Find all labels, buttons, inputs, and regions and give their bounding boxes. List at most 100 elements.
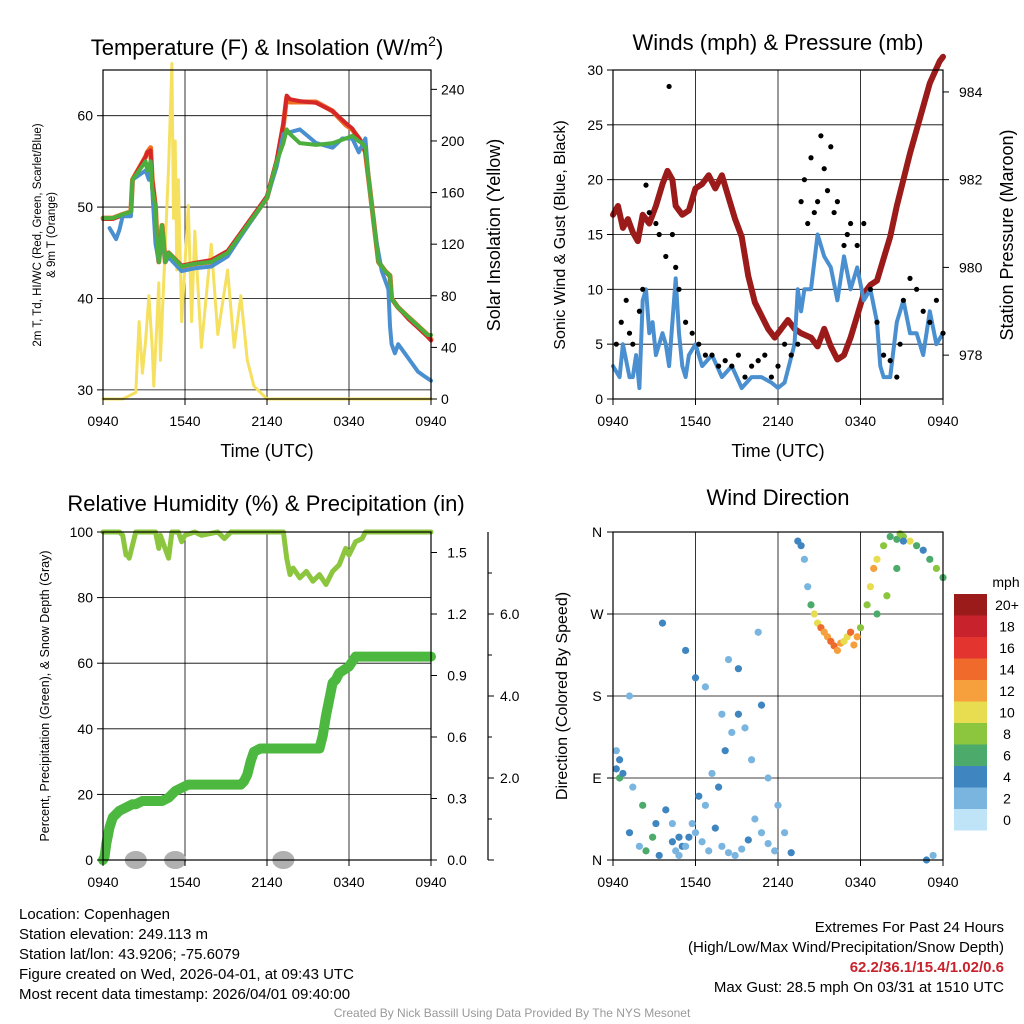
direction-point	[625, 692, 634, 700]
y2-tick-label: 1.2	[447, 606, 467, 622]
solar-insolation-line	[101, 62, 433, 401]
y-tick-label: E	[592, 770, 601, 786]
y-tick-label: N	[592, 852, 602, 868]
y-tick-label: 60	[77, 108, 93, 124]
y-tick-label: 40	[77, 290, 93, 306]
x-tick-label: 0940	[415, 874, 446, 890]
credit-text: Created By Nick Bassill Using Data Provi…	[333, 1006, 691, 1020]
gust-point	[831, 209, 837, 216]
direction-point	[913, 542, 921, 550]
colorbar-swatch	[954, 744, 987, 766]
gust-point	[834, 199, 841, 205]
y2-tick-label: 80	[441, 288, 457, 304]
gust-point	[729, 363, 735, 369]
y2-tick-label: 200	[441, 133, 465, 149]
colorbar-label: mph	[992, 574, 1019, 590]
temperature-panel: Temperature (F) & Insolation (W/m2) 0940…	[32, 33, 504, 461]
direction-ticks: 0940 1540 2140 0340 0940 N E S W N	[590, 524, 958, 890]
gust-point	[841, 242, 847, 249]
recent-text: Most recent data timestamp: 2026/04/01 0…	[19, 986, 351, 1003]
humidity-title: Relative Humidity (%) & Precipitation (i…	[67, 491, 464, 516]
direction-point	[675, 851, 683, 860]
gust-point	[623, 297, 629, 303]
precipitation-line	[98, 651, 436, 865]
extremes-subheading: (High/Low/Max Wind/Precipitation/Snow De…	[688, 939, 1004, 956]
direction-point	[926, 555, 934, 563]
direction-point	[929, 851, 937, 860]
direction-point	[708, 769, 716, 778]
y2-tick-label: 0.3	[447, 791, 467, 807]
direction-point	[880, 542, 888, 550]
temperature-ticks: 0940 1540 2140 0340 0940 30 40 50 60 0 40 80 120 160 2…	[77, 81, 464, 429]
station-pressure-line	[610, 53, 946, 363]
gust-point	[683, 319, 689, 325]
y-tick-label: N	[592, 524, 602, 540]
gust-point	[656, 231, 662, 238]
direction-point	[698, 838, 706, 846]
gust-point	[646, 209, 652, 216]
gust-point	[818, 133, 824, 139]
gust-point	[782, 341, 788, 347]
y-tick-label: 25	[587, 117, 603, 133]
colorbar-tick-label: 6	[1003, 748, 1011, 764]
direction-point	[695, 792, 703, 800]
y-tick-label: 80	[77, 590, 93, 606]
x-tick-label: 1540	[169, 413, 200, 429]
direction-point	[701, 683, 710, 691]
x-tick-label: 0340	[845, 413, 876, 429]
y-tick-label: 20	[77, 786, 93, 802]
direction-point	[856, 624, 865, 632]
direction-point	[751, 815, 759, 823]
gust-point	[821, 166, 827, 172]
humidity-panel: Relative Humidity (%) & Precipitation (i…	[38, 491, 520, 890]
winds-series	[610, 53, 946, 390]
y-tick-label: 20	[587, 172, 603, 188]
direction-point	[873, 555, 881, 563]
gust-point	[844, 231, 850, 238]
direction-panel: Wind Direction 0940 1540 2140 0340 0940NESWN…	[554, 485, 1020, 890]
colorbar-tick-label: 12	[999, 683, 1015, 699]
y-tick-label: S	[592, 688, 601, 704]
y2-tick-label: 0	[441, 391, 449, 407]
gust-point	[643, 182, 649, 188]
winds-ylabel: Sonic Wind & Gust (Blue, Black)	[552, 120, 569, 349]
x-tick-label: 2140	[762, 413, 793, 429]
colorbar-tick-label: 20+	[995, 597, 1019, 613]
colorbar-swatch	[954, 766, 987, 788]
direction-point	[873, 610, 881, 618]
extremes-heading: Extremes For Past 24 Hours	[814, 919, 1004, 936]
humidity-ticks: 0940 1540 2140 0340 0940 0 20 40 60 80 100 0.0 0.3 0.…	[70, 524, 520, 890]
y2-tick-label: 980	[959, 259, 983, 275]
gust-point	[933, 297, 940, 303]
station-info: Location: Copenhagen Station elevation: …	[19, 905, 354, 1005]
temperature-xlabel: Time (UTC)	[220, 441, 313, 461]
direction-point	[893, 535, 901, 543]
direction-point	[629, 783, 637, 791]
direction-point	[810, 610, 818, 618]
x-tick-label: 0940	[597, 413, 628, 429]
y2-tick-label: 984	[959, 84, 983, 100]
direction-ylabel: Direction (Colored By Speed)	[554, 592, 571, 800]
temperature-y2label: Solar Insolation (Yellow)	[484, 139, 504, 331]
gust-point	[709, 352, 715, 358]
y2-tick-label: 0.6	[447, 729, 467, 745]
colorbar-swatch	[954, 594, 987, 616]
direction-point	[642, 847, 650, 855]
y-tick-label: 100	[70, 524, 94, 540]
gust-point	[861, 220, 867, 227]
y-tick-label: 10	[587, 281, 603, 297]
y3-tick-label: 4.0	[500, 688, 520, 704]
direction-point	[906, 537, 914, 545]
gust-point	[801, 177, 808, 183]
gust-point	[805, 220, 811, 227]
direction-point	[718, 710, 726, 718]
gust-point	[669, 231, 676, 238]
direction-point	[625, 829, 634, 837]
sonic-wind-line	[611, 232, 945, 390]
direction-point	[850, 641, 858, 649]
direction-title: Wind Direction	[706, 485, 849, 510]
gust-point	[696, 341, 702, 347]
direction-point	[658, 619, 667, 627]
direction-point	[731, 851, 739, 860]
colorbar-swatch	[954, 658, 987, 680]
